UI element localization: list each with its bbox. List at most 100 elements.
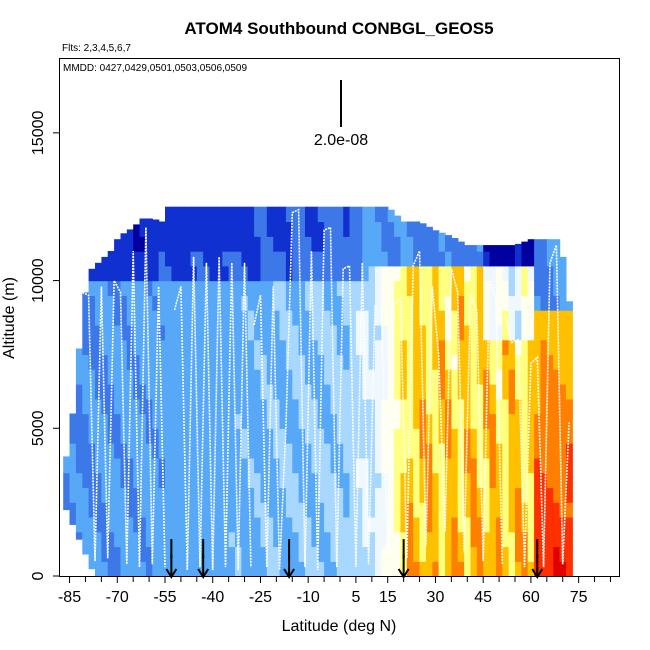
heatmap-cell — [145, 369, 153, 385]
heatmap-cell — [273, 251, 281, 267]
heatmap-cell — [196, 384, 204, 400]
heatmap-cell — [209, 413, 217, 429]
heatmap-cell — [171, 206, 179, 223]
heatmap-cell — [107, 413, 115, 429]
heatmap-cell — [400, 310, 408, 326]
heatmap-cell — [464, 384, 472, 400]
heatmap-cell — [260, 236, 268, 252]
heatmap-cell — [362, 472, 370, 488]
heatmap-cell — [82, 384, 90, 400]
heatmap-cell — [158, 221, 166, 237]
heatmap-cell — [305, 502, 312, 518]
heatmap-cell — [394, 265, 402, 282]
heatmap-cell — [215, 324, 223, 341]
heatmap-cell — [241, 324, 249, 341]
heatmap-cell — [559, 472, 567, 488]
heatmap-cell — [228, 324, 236, 341]
heatmap-cell — [521, 487, 529, 503]
heatmap-cell — [438, 339, 446, 356]
heatmap-cell — [254, 236, 262, 252]
heatmap-cell — [406, 310, 414, 326]
heatmap-cell — [114, 398, 122, 415]
heatmap-cell — [171, 531, 179, 548]
heatmap-cell — [540, 457, 548, 474]
heatmap-cell — [101, 546, 109, 562]
heatmap-cell — [145, 531, 153, 548]
heatmap-cell — [445, 457, 452, 474]
heatmap-cell — [521, 369, 529, 385]
heatmap-cell — [368, 531, 376, 548]
heatmap-cell — [203, 310, 211, 326]
heatmap-cell — [292, 487, 300, 503]
heatmap-cell — [400, 339, 408, 356]
heatmap-cell — [279, 206, 287, 223]
heatmap-cell — [228, 206, 236, 223]
heatmap-cell — [413, 324, 421, 341]
heatmap-cell — [203, 384, 211, 400]
heatmap-cell — [464, 310, 472, 326]
heatmap-cell — [489, 369, 497, 385]
heatmap-cell — [464, 354, 472, 370]
heatmap-cell — [203, 251, 211, 267]
heatmap-cell — [139, 218, 147, 223]
heatmap-cell — [139, 295, 147, 311]
heatmap-cell — [438, 457, 446, 474]
heatmap-cell — [228, 546, 236, 562]
heatmap-cell — [521, 241, 529, 252]
heatmap-cell — [553, 324, 561, 341]
heatmap-cell — [540, 251, 548, 267]
heatmap-cell — [285, 310, 293, 326]
heatmap-cell — [483, 546, 491, 562]
heatmap-cell — [425, 251, 433, 267]
heatmap-cell — [527, 339, 535, 356]
heatmap-cell — [292, 265, 300, 282]
heatmap-cell — [457, 516, 465, 533]
heatmap-cell — [88, 354, 96, 370]
heatmap-cell — [362, 339, 370, 356]
heatmap-cell — [69, 428, 77, 444]
heatmap-cell — [540, 443, 548, 459]
heatmap-cell — [355, 251, 363, 267]
heatmap-cell — [196, 339, 204, 356]
heatmap-cell — [165, 487, 172, 503]
heatmap-cell — [145, 516, 153, 533]
heatmap-cell — [406, 295, 414, 311]
heatmap-cell — [438, 561, 446, 577]
heatmap-cell — [394, 369, 402, 385]
heatmap-cell — [273, 457, 281, 474]
heatmap-cell — [483, 280, 491, 296]
heatmap-cell — [534, 310, 542, 326]
heatmap-cell — [101, 502, 109, 518]
heatmap-cell — [349, 502, 357, 518]
heatmap-cell — [343, 310, 351, 326]
heatmap-cell — [438, 354, 446, 370]
heatmap-cell — [260, 280, 268, 296]
heatmap-cell — [82, 546, 90, 555]
heatmap-cell — [349, 221, 357, 237]
heatmap-cell — [317, 221, 325, 237]
heatmap-cell — [317, 206, 325, 223]
heatmap-cell — [515, 531, 522, 548]
heatmap-cell — [158, 561, 166, 577]
heatmap-cell — [158, 413, 166, 429]
heatmap-cell — [235, 398, 242, 415]
heatmap-cell — [139, 502, 147, 518]
heatmap-cell — [311, 531, 319, 548]
heatmap-cell — [107, 310, 115, 326]
heatmap-cell — [260, 265, 268, 282]
heatmap-cell — [177, 398, 185, 415]
heatmap-cell — [534, 251, 542, 267]
heatmap-cell — [362, 295, 370, 311]
heatmap-cell — [235, 472, 242, 488]
heatmap-cell — [521, 398, 529, 415]
heatmap-cell — [305, 516, 312, 533]
heatmap-cell — [419, 561, 427, 577]
heatmap-cell — [190, 310, 198, 326]
heatmap-cell — [317, 384, 325, 400]
heatmap-cell — [228, 413, 236, 429]
heatmap-cell — [254, 265, 262, 282]
heatmap-cell — [546, 502, 554, 518]
heatmap-cell — [158, 398, 166, 415]
heatmap-cell — [508, 428, 516, 444]
heatmap-cell — [82, 428, 90, 444]
